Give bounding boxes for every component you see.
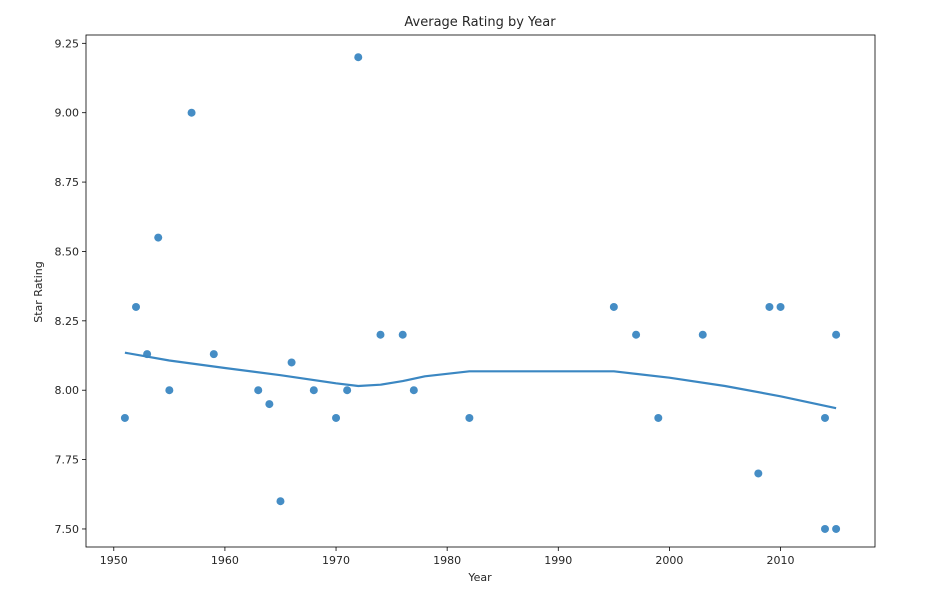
- data-point: [154, 233, 163, 242]
- x-tick-label: 1980: [433, 554, 461, 567]
- data-point: [754, 469, 763, 478]
- data-point: [776, 302, 785, 311]
- x-tick-label: 1970: [322, 554, 350, 567]
- plot-area: 1950 1960 1970 1980 1990 2000 2010 7.50 7.75 8.00…: [55, 34, 876, 567]
- data-point: [654, 413, 663, 422]
- data-point: [398, 330, 407, 339]
- y-tick-label: 8.25: [55, 315, 80, 328]
- y-tick-label: 8.00: [55, 384, 80, 397]
- data-point: [765, 302, 774, 311]
- x-tick-label: 1950: [100, 554, 128, 567]
- data-point: [332, 413, 341, 422]
- x-axis-label: Year: [467, 571, 492, 584]
- data-point: [354, 53, 363, 62]
- y-tick-label: 9.00: [55, 107, 80, 120]
- data-point: [409, 386, 418, 395]
- data-point: [265, 400, 274, 409]
- chart-title: Average Rating by Year: [404, 15, 556, 30]
- data-point: [820, 524, 829, 533]
- x-tick-label: 2010: [767, 554, 795, 567]
- y-tick-label: 8.50: [55, 245, 80, 258]
- data-point: [820, 413, 829, 422]
- data-point: [465, 413, 474, 422]
- y-tick-label: 9.25: [55, 37, 80, 50]
- x-tick-label: 1990: [544, 554, 572, 567]
- data-point: [276, 497, 285, 506]
- data-point: [287, 358, 296, 367]
- data-point: [120, 413, 129, 422]
- plot-frame: [85, 34, 876, 548]
- data-point: [187, 108, 196, 117]
- data-point: [832, 524, 841, 533]
- data-point: [132, 302, 141, 311]
- data-point: [343, 386, 352, 395]
- data-point: [698, 330, 707, 339]
- data-point: [254, 386, 263, 395]
- y-tick-label: 7.50: [55, 523, 80, 536]
- data-point: [309, 386, 318, 395]
- data-point: [632, 330, 641, 339]
- data-point: [165, 386, 174, 395]
- y-axis-label: Star Rating: [32, 261, 45, 323]
- x-tick-label: 1960: [211, 554, 239, 567]
- trend-line: [124, 351, 837, 410]
- data-point: [376, 330, 385, 339]
- x-tick-label: 2000: [655, 554, 683, 567]
- y-tick-label: 8.75: [55, 176, 80, 189]
- data-point: [832, 330, 841, 339]
- data-point: [609, 302, 618, 311]
- y-tick-label: 7.75: [55, 454, 80, 467]
- data-point: [209, 350, 218, 359]
